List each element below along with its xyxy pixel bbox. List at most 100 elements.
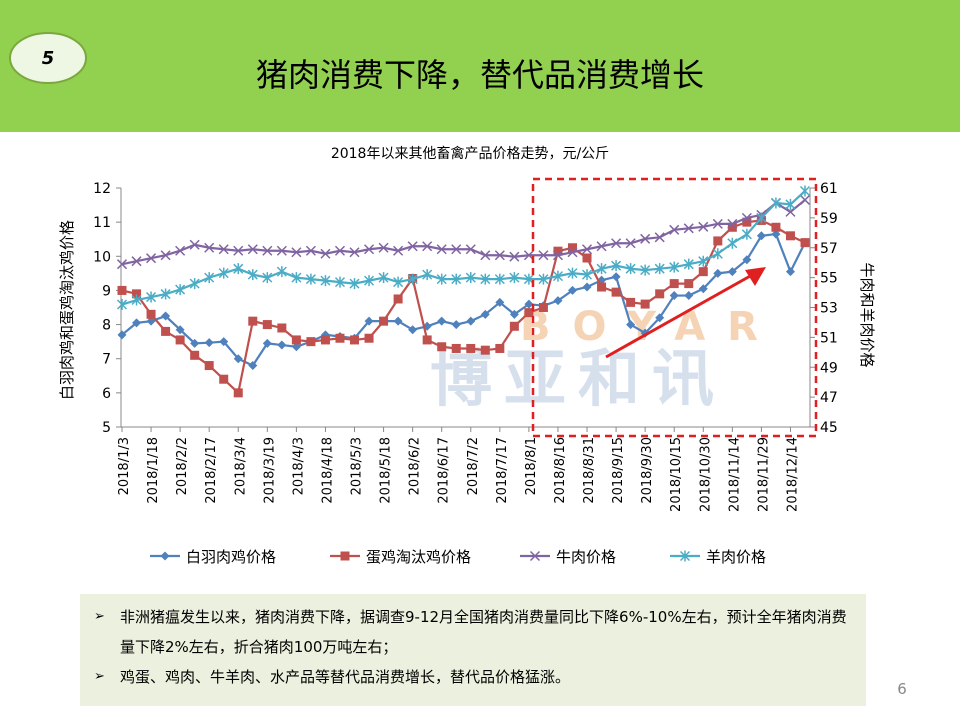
- point: [625, 238, 636, 249]
- point: [117, 330, 127, 340]
- point: [161, 326, 171, 336]
- point: [378, 242, 389, 253]
- point: [742, 255, 752, 265]
- x-tick-label: 2018/1/3: [117, 437, 132, 495]
- x-tick-label: 2018/6/17: [437, 437, 452, 504]
- x-tick-label: 2018/4/18: [320, 437, 335, 504]
- point: [713, 268, 723, 278]
- point: [116, 259, 128, 270]
- y-tick-label: 12: [93, 181, 111, 197]
- point: [800, 238, 810, 248]
- point: [175, 335, 185, 345]
- point: [131, 294, 142, 306]
- point: [132, 318, 142, 328]
- y2-tick-label: 45: [820, 420, 838, 436]
- point: [248, 316, 258, 326]
- y2-tick-label: 51: [820, 330, 838, 346]
- point: [378, 272, 389, 284]
- point: [669, 279, 679, 289]
- point: [727, 267, 737, 277]
- point: [567, 285, 577, 295]
- point: [465, 244, 476, 255]
- point: [552, 250, 563, 261]
- point: [364, 275, 375, 287]
- point: [684, 291, 694, 301]
- point: [771, 229, 781, 239]
- point: [349, 247, 360, 258]
- x-tick-label: 2018/8/1: [524, 437, 539, 495]
- page-number: 6: [897, 680, 907, 698]
- point: [712, 218, 723, 229]
- point: [669, 224, 680, 235]
- y2-tick-label: 53: [820, 301, 838, 317]
- point: [799, 185, 811, 197]
- y-tick-label: 9: [102, 283, 111, 299]
- point: [669, 261, 680, 273]
- point: [494, 273, 505, 285]
- point: [160, 250, 171, 261]
- point: [611, 238, 622, 249]
- point: [611, 272, 621, 282]
- point: [581, 244, 593, 255]
- point: [683, 258, 694, 270]
- point: [480, 273, 491, 285]
- point: [698, 284, 708, 294]
- point: [654, 263, 665, 275]
- x-tick-label: 2018/7/2: [466, 437, 481, 495]
- point: [393, 316, 403, 326]
- point: [596, 241, 607, 252]
- point: [466, 343, 476, 353]
- bullet-item: 鸡蛋、鸡肉、牛羊肉、水产品等替代品消费增长，替代品价格猛涨。: [94, 662, 852, 692]
- point: [146, 316, 156, 326]
- point: [262, 245, 273, 256]
- point: [495, 343, 505, 353]
- x-tick-label: 2018/5/3: [350, 437, 365, 495]
- point: [291, 272, 302, 284]
- point: [349, 278, 360, 290]
- y-tick-label: 6: [102, 386, 111, 402]
- point: [799, 194, 811, 205]
- point: [683, 223, 694, 234]
- point: [451, 244, 462, 255]
- chart-title: 2018年以来其他畜禽产品价格走势，元/公斤: [331, 145, 609, 162]
- series-line: [121, 190, 806, 306]
- y2-tick-label: 55: [820, 271, 838, 287]
- point: [175, 245, 186, 256]
- point: [189, 239, 200, 250]
- point: [524, 299, 534, 309]
- point: [538, 250, 549, 261]
- point: [524, 308, 534, 318]
- point: [393, 245, 404, 256]
- point: [785, 206, 796, 217]
- bullet-box: 非洲猪瘟发生以来，猪肉消费下降，据调查9-12月全国猪肉消费量同比下降6%-10…: [80, 594, 866, 706]
- x-tick-label: 2018/11/14: [727, 437, 742, 512]
- point: [626, 320, 636, 330]
- point: [698, 255, 709, 267]
- x-tick-label: 2018/3/19: [262, 437, 277, 504]
- point: [175, 325, 185, 335]
- x-tick-label: 2018/1/18: [146, 437, 161, 504]
- point: [161, 311, 171, 321]
- point: [640, 233, 651, 244]
- point: [204, 361, 214, 371]
- point: [698, 221, 709, 232]
- point: [320, 248, 331, 259]
- x-tick-label: 2018/12/14: [785, 437, 800, 512]
- point: [756, 212, 767, 224]
- point: [713, 236, 723, 246]
- x-tick-label: 2018/10/15: [669, 437, 684, 512]
- point: [480, 345, 490, 355]
- point: [567, 267, 578, 279]
- point: [640, 299, 650, 309]
- highlight-box: [531, 177, 818, 438]
- point: [116, 299, 128, 311]
- point: [785, 267, 795, 277]
- point: [495, 297, 505, 307]
- point: [742, 217, 752, 227]
- point: [422, 269, 433, 281]
- point: [509, 321, 519, 331]
- x-tick-label: 2018/4/3: [291, 437, 306, 495]
- legend-label: 牛肉价格: [556, 548, 616, 566]
- slide-number-badge: 5: [42, 48, 55, 69]
